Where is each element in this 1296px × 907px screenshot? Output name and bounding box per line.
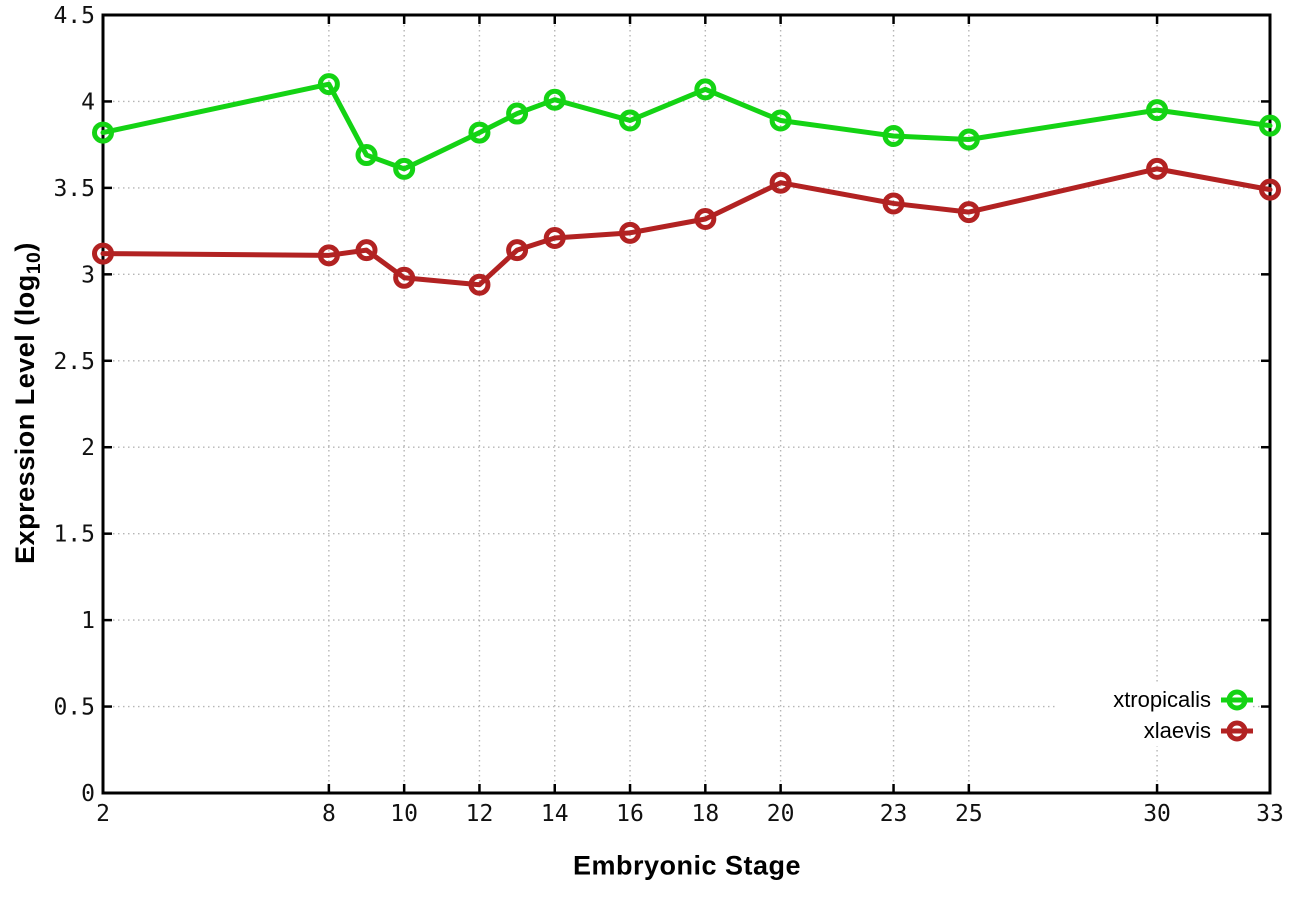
legend-label-xlaevis: xlaevis — [1143, 718, 1211, 743]
data-point-xlaevis — [694, 208, 717, 231]
x-tick-label: 12 — [466, 801, 494, 827]
data-point-xlaevis — [769, 171, 792, 194]
x-tick-label: 25 — [955, 801, 983, 827]
x-tick-label: 10 — [390, 801, 418, 827]
data-point-xlaevis — [882, 192, 905, 215]
x-tick-label: 14 — [541, 801, 569, 827]
plot-border — [101, 13, 1272, 795]
legend-item-xlaevis: xlaevis — [1144, 715, 1253, 746]
data-point-xlaevis — [468, 273, 491, 296]
y-tick-label: 0 — [81, 781, 95, 807]
data-point-xtropicalis — [506, 102, 529, 125]
data-point-xtropicalis — [619, 109, 642, 132]
data-point-xtropicalis — [1259, 114, 1281, 137]
legend-label-xtropicalis: xtropicalis — [1113, 687, 1211, 712]
data-point-xlaevis — [619, 221, 642, 244]
legend: xtropicalis xlaevis — [1058, 684, 1253, 746]
legend-item-xtropicalis: xtropicalis — [1113, 684, 1253, 715]
data-point-xtropicalis — [393, 157, 416, 180]
data-point-xlaevis — [543, 227, 566, 250]
series-line-xtropicalis — [100, 81, 1273, 172]
data-point-xtropicalis — [317, 73, 340, 96]
x-tick-label: 16 — [616, 801, 644, 827]
y-axis-title-subscript: 10 — [23, 251, 46, 275]
x-tick-label: 2 — [96, 801, 110, 827]
data-point-xtropicalis — [769, 109, 792, 132]
y-axis-title-text: Expression Level (log — [9, 274, 40, 564]
x-tick-label: 18 — [691, 801, 719, 827]
data-point-xlaevis — [393, 266, 416, 289]
data-point-xtropicalis — [957, 128, 980, 151]
data-point-xlaevis — [1259, 178, 1281, 201]
y-tick-label: 3 — [81, 262, 95, 288]
data-point-xtropicalis — [543, 88, 566, 111]
data-point-xtropicalis — [468, 121, 491, 144]
x-tick-label: 20 — [767, 801, 795, 827]
y-tick-label: 4.5 — [53, 3, 95, 29]
data-point-xtropicalis — [92, 121, 114, 144]
data-point-xlaevis — [317, 244, 340, 267]
y-tick-label: 1.5 — [53, 522, 95, 548]
y-tick-label: 2.5 — [53, 349, 95, 375]
x-tick-label: 33 — [1256, 801, 1284, 827]
y-tick-label: 3.5 — [53, 176, 95, 202]
x-tick-label: 30 — [1143, 801, 1171, 827]
y-axis-title: Expression Level (log10) — [10, 242, 46, 564]
y-tick-label: 1 — [81, 608, 95, 634]
data-point-xtropicalis — [1146, 99, 1169, 122]
data-point-xtropicalis — [882, 125, 905, 148]
y-tick-label: 4 — [81, 89, 95, 115]
data-point-xlaevis — [355, 239, 378, 262]
x-axis-title: Embryonic Stage — [572, 850, 802, 881]
data-point-xlaevis — [92, 242, 114, 265]
series-line-xlaevis — [100, 166, 1273, 288]
x-tick-label: 23 — [880, 801, 908, 827]
y-tick-label: 2 — [81, 435, 95, 461]
data-point-xlaevis — [506, 239, 529, 262]
data-point-xtropicalis — [694, 78, 717, 101]
data-point-xtropicalis — [355, 144, 378, 167]
data-point-xlaevis — [1146, 157, 1169, 180]
x-tick-label: 8 — [322, 801, 336, 827]
y-axis-title-suffix: ) — [9, 242, 40, 252]
line-point-marker-icon — [1221, 688, 1253, 712]
y-tick-label: 0.5 — [53, 695, 95, 721]
line-point-marker-icon — [1221, 719, 1253, 743]
data-point-xlaevis — [957, 201, 980, 224]
